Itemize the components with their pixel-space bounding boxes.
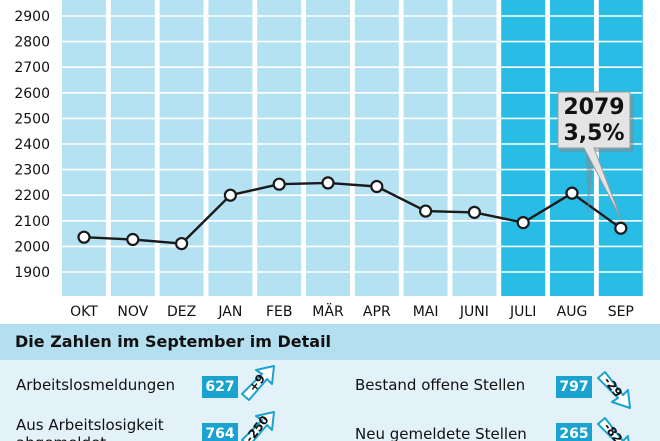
column-nov <box>110 0 155 296</box>
x-tick-label: APR <box>363 304 391 320</box>
data-point-juni <box>467 205 481 219</box>
data-point-aug <box>565 186 579 200</box>
column-juni <box>452 0 497 296</box>
y-tick-label: 2100 <box>14 214 50 230</box>
x-tick-label: MAI <box>413 304 439 320</box>
y-tick-label: 2900 <box>14 9 50 25</box>
callout-rate: 3,5% <box>563 121 624 146</box>
value-box-aus-arbeitslosigkeit: 764 <box>202 423 238 441</box>
x-tick-label: FEB <box>266 304 293 320</box>
series-line <box>83 181 622 245</box>
column-juli <box>501 0 546 296</box>
data-point-apr <box>370 179 384 194</box>
column-mär <box>306 0 350 296</box>
arrow-shape <box>241 365 275 401</box>
x-tick-label: JULI <box>509 304 536 320</box>
detail-panel: Die Zahlen im September im Detail Arbeit… <box>0 324 660 441</box>
callout-value: 2079 <box>563 95 624 120</box>
y-tick-label: 2300 <box>14 163 50 179</box>
data-point-mär <box>321 176 335 190</box>
data-point-jan <box>223 188 237 202</box>
data-point-dez <box>175 236 189 251</box>
row-label-line1: Aus Arbeitslosigkeit <box>16 416 164 434</box>
arrow-shape <box>597 417 630 441</box>
x-tick-label: NOV <box>117 304 148 320</box>
column-apr <box>354 0 399 296</box>
y-tick-label: 2800 <box>14 35 50 51</box>
change-arrow-neu-gemeldete-stellen: -82 <box>594 414 634 441</box>
x-tick-label: DEZ <box>167 304 196 320</box>
arrow-up-icon <box>241 411 275 441</box>
y-tick-label: 2500 <box>14 111 50 127</box>
change-arrow-aus-arbeitslosigkeit: -250 <box>238 410 278 441</box>
callout-box <box>557 91 631 219</box>
value-box-bestand-offene-stellen: 797 <box>556 376 592 398</box>
change-arrow-arbeitslosmeldungen: +9 <box>238 364 278 408</box>
column-dez <box>159 0 204 296</box>
y-tick-label: 2200 <box>14 188 50 204</box>
y-tick-label: 2400 <box>14 137 50 153</box>
arrow-shape <box>241 411 275 441</box>
detail-title: Die Zahlen im September im Detail <box>0 324 660 360</box>
x-tick-label: JAN <box>217 304 242 320</box>
column-okt <box>62 0 106 296</box>
row-label-aus-arbeitslosigkeit: Aus Arbeitslosigkeit abgemeldet <box>16 416 164 441</box>
x-tick-label: JUNI <box>459 304 489 320</box>
value-box-arbeitslosmeldungen: 627 <box>202 376 238 398</box>
change-arrow-bestand-offene-stellen: -29 <box>594 368 634 412</box>
x-tick-label: MÄR <box>312 302 344 320</box>
row-label-arbeitslosmeldungen: Arbeitslosmeldungen <box>16 376 176 394</box>
column-feb <box>257 0 302 296</box>
data-point-mai <box>419 204 433 218</box>
arrow-shape <box>597 371 631 409</box>
column-mai <box>403 0 448 296</box>
row-label-bestand-offene-stellen: Bestand offene Stellen <box>355 376 526 394</box>
x-tick-label: AUG <box>557 304 588 320</box>
row-label-neu-gemeldete-stellen: Neu gemeldete Stellen <box>355 425 527 441</box>
arrow-down-icon <box>597 417 630 441</box>
y-tick-label: 1900 <box>14 265 50 281</box>
data-point-nov <box>126 232 140 247</box>
y-tick-label: 2700 <box>14 60 50 76</box>
y-tick-label: 2600 <box>14 86 50 102</box>
line-chart: 1900 2000 2100 2200 2300 2400 2500 2600 2700 2800… <box>14 0 643 320</box>
column-jan <box>208 0 253 296</box>
data-point-sep <box>614 221 628 235</box>
data-point-okt <box>77 230 91 244</box>
y-tick-label: 2000 <box>14 239 50 255</box>
x-tick-label: SEP <box>608 304 634 320</box>
data-point-feb <box>272 177 286 191</box>
arrow-up-icon <box>241 365 275 401</box>
row-label-line2: abgemeldet <box>16 434 106 441</box>
value-box-neu-gemeldete-stellen: 265 <box>556 423 592 441</box>
arrow-down-icon <box>597 371 631 409</box>
data-point-juli <box>516 215 530 230</box>
x-tick-label: OKT <box>70 304 98 320</box>
